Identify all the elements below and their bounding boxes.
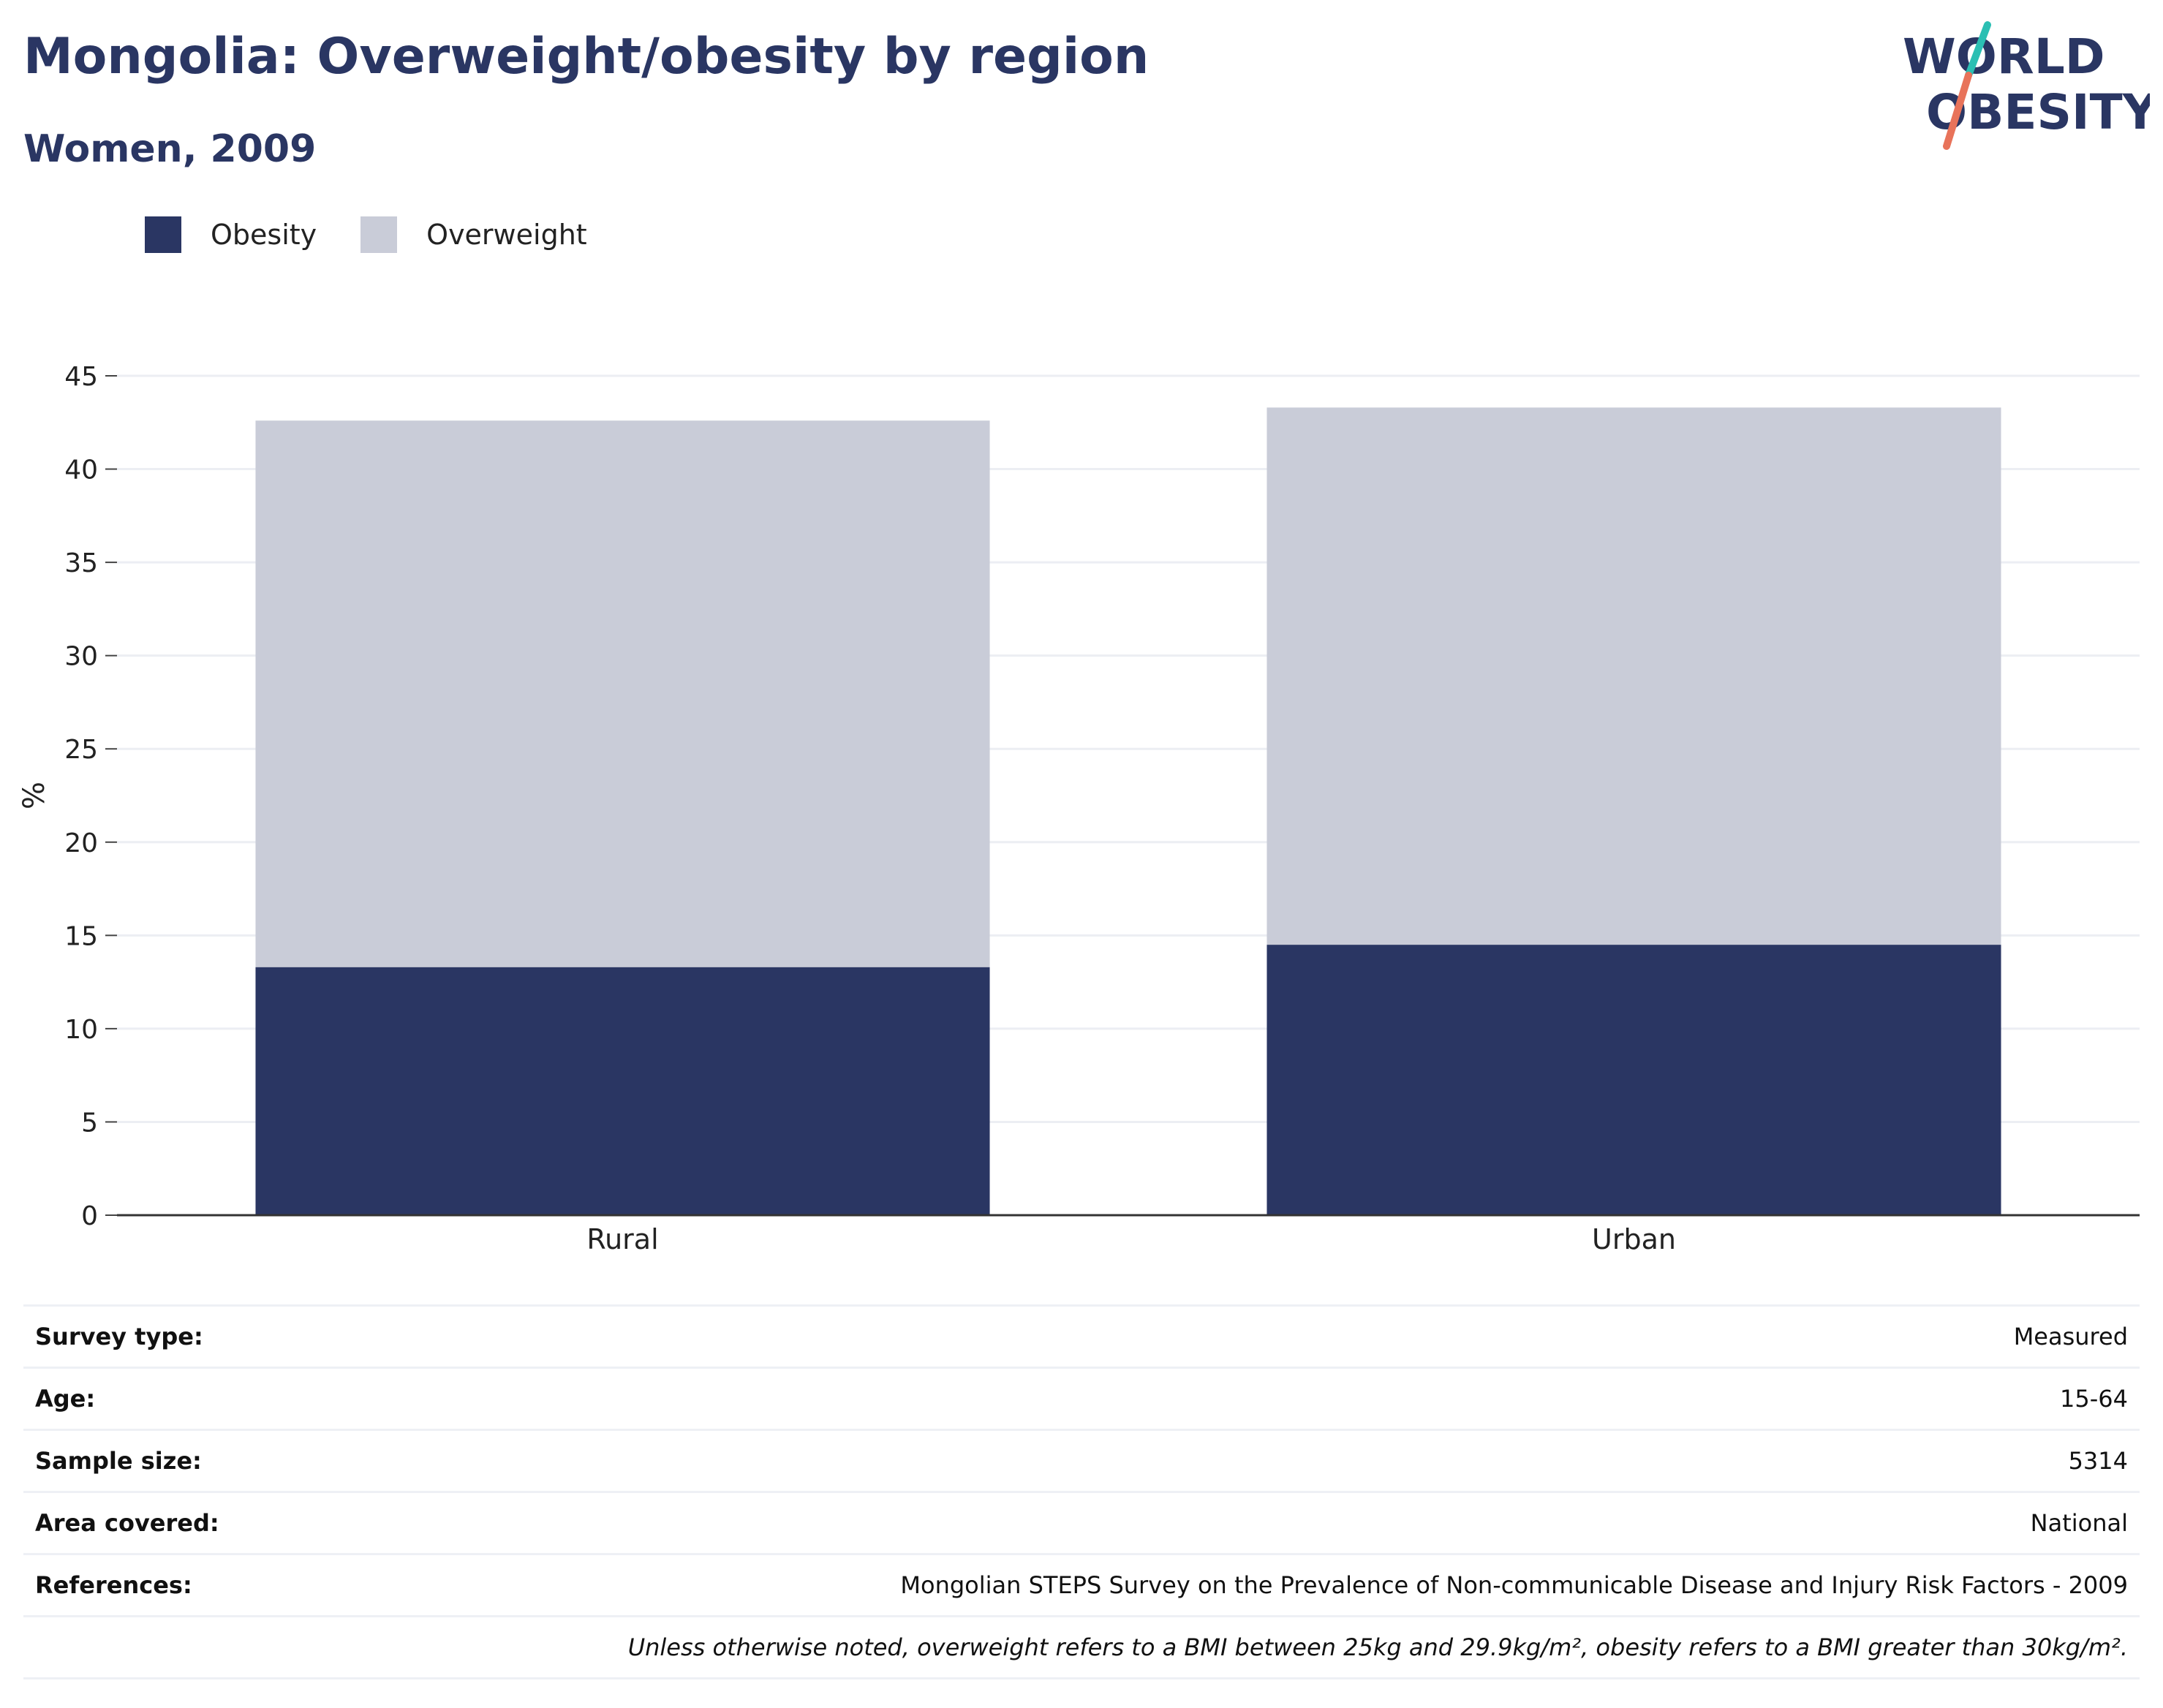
y-tick-label: 5 <box>81 1108 98 1138</box>
info-row-survey-type: Survey type: Measured <box>23 1304 2140 1368</box>
legend-swatch-obesity <box>145 216 181 253</box>
bars <box>255 407 2001 1215</box>
y-axis-label: % <box>18 782 51 809</box>
info-value: 5314 <box>324 1429 2140 1492</box>
legend-label-overweight: Overweight <box>426 219 587 251</box>
legend-swatch-overweight <box>360 216 398 253</box>
y-tick-label: 20 <box>64 828 98 858</box>
info-label: Sample size: <box>23 1429 325 1492</box>
survey-info-table: Survey type: Measured Age: 15-64 Sample … <box>23 1304 2140 1679</box>
bar-obesity-urban[interactable] <box>1267 945 2001 1215</box>
y-tick-label: 15 <box>64 921 98 951</box>
x-tick-label-urban: Urban <box>1592 1223 1676 1255</box>
bar-obesity-rural[interactable] <box>255 967 990 1215</box>
info-row-references: References: Mongolian STEPS Survey on th… <box>23 1553 2140 1617</box>
y-tick-label: 35 <box>64 548 98 578</box>
info-label: References: <box>23 1553 325 1617</box>
y-tick-label: 0 <box>81 1201 98 1231</box>
legend-item-obesity[interactable]: Obesity <box>145 216 317 253</box>
y-tick-label: 25 <box>64 735 98 765</box>
info-value: Measured <box>324 1304 2140 1368</box>
info-row-area-covered: Area covered: National <box>23 1491 2140 1554</box>
info-label: Survey type: <box>23 1304 325 1368</box>
logo-slash-teal <box>1965 21 1991 79</box>
legend-label-obesity: Obesity <box>211 219 317 251</box>
chart-legend: Obesity Overweight <box>145 216 631 253</box>
logo-line-1: WORLD <box>1903 29 2105 85</box>
y-axis-ticks: 0 5 10 15 20 25 30 35 40 45 <box>64 362 117 1231</box>
info-value: 15-64 <box>324 1367 2140 1430</box>
chart-title: Mongolia: Overweight/obesity by region <box>23 28 1150 86</box>
bar-overweight-rural[interactable] <box>255 420 990 967</box>
info-value: Mongolian STEPS Survey on the Prevalence… <box>324 1553 2140 1617</box>
info-row-footnote: Unless otherwise noted, overweight refer… <box>23 1615 2140 1679</box>
y-tick-label: 40 <box>64 456 98 485</box>
info-label: Area covered: <box>23 1491 325 1554</box>
y-tick-label: 30 <box>64 642 98 672</box>
info-label: Age: <box>23 1367 325 1430</box>
y-tick-label: 45 <box>64 362 98 392</box>
x-axis-labels: Rural Urban <box>586 1223 1676 1255</box>
bar-overweight-urban[interactable] <box>1267 407 2001 945</box>
info-value: National <box>324 1491 2140 1554</box>
info-row-sample-size: Sample size: 5314 <box>23 1429 2140 1492</box>
y-tick-label: 10 <box>64 1015 98 1045</box>
x-tick-label-rural: Rural <box>586 1223 658 1255</box>
world-obesity-logo: WORLD OBESITY <box>1903 21 2150 150</box>
info-row-age: Age: 15-64 <box>23 1367 2140 1430</box>
footnote: Unless otherwise noted, overweight refer… <box>23 1615 2140 1679</box>
logo-slash-coral <box>1943 72 1972 150</box>
stacked-bar-chart: 0 5 10 15 20 25 30 35 40 45 Rural Urban % <box>18 362 2140 1255</box>
legend-item-overweight[interactable]: Overweight <box>360 216 587 253</box>
chart-subtitle: Women, 2009 <box>23 127 317 171</box>
